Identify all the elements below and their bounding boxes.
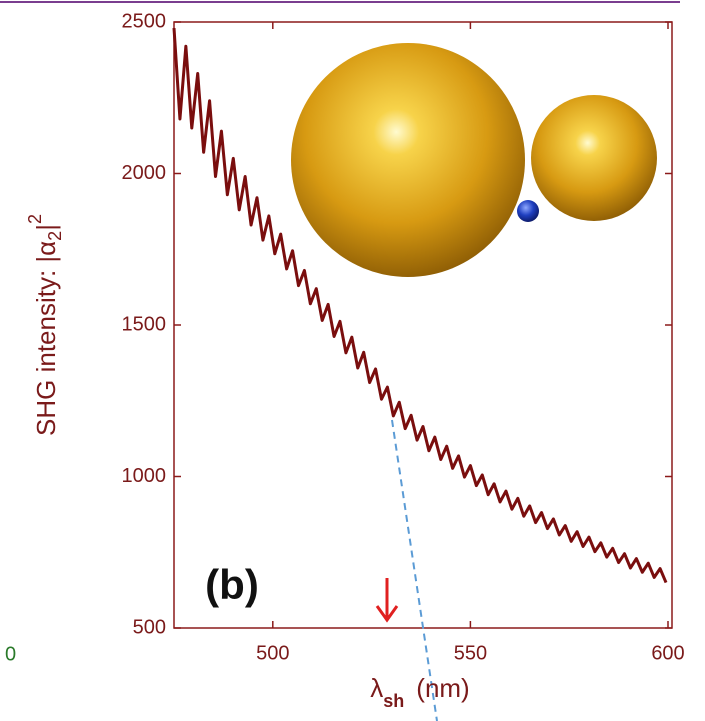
y-label-sub: 2 (45, 231, 65, 241)
edge-fragment: 0 (5, 643, 16, 665)
y-tick-label: 2000 (122, 162, 167, 184)
y-tick-label: 2500 (122, 10, 167, 32)
molecule-sphere (517, 200, 539, 222)
y-tick-label: 1500 (122, 313, 167, 335)
y-axis-label: SHG intensity: |α2|2 (25, 214, 65, 436)
y-label-sup: 2 (25, 214, 45, 224)
x-axis-label: λsh (nm) (370, 673, 469, 711)
data-line (172, 27, 668, 584)
x-tick-label: 600 (651, 642, 684, 664)
y-tick-label: 500 (133, 616, 166, 638)
y-label-tail: | (31, 224, 61, 231)
x-label-tail: (nm) (416, 673, 469, 703)
y-tick-label: 1000 (122, 465, 167, 487)
x-tick-label: 500 (256, 642, 289, 664)
panel-label: (b) (205, 561, 259, 608)
dashed-pointer (391, 419, 438, 721)
x-label-main: λ (370, 673, 383, 703)
y-label-main: SHG intensity: |α (31, 241, 61, 436)
small-sphere (531, 95, 657, 221)
marker-arrowhead (375, 605, 399, 623)
x-tick-label: 550 (454, 642, 487, 664)
x-label-sub: sh (383, 691, 404, 711)
large-sphere (291, 43, 525, 277)
